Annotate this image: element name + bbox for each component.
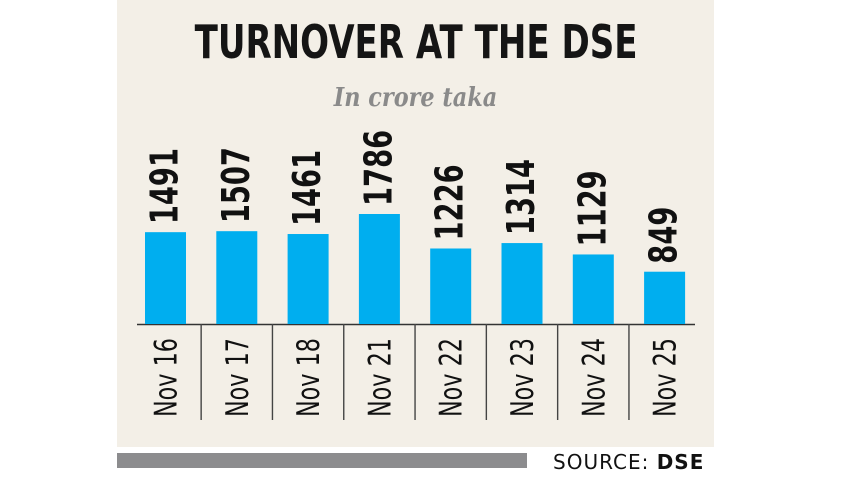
x-tick-label: Nov 24 (577, 338, 613, 417)
bar (145, 232, 186, 324)
data-label: 1507 (213, 147, 258, 223)
data-label: 849 (641, 207, 686, 264)
footer-bar (117, 453, 527, 468)
data-label: 1129 (570, 170, 615, 246)
chart-title: TURNOVER AT THE DSE (194, 15, 638, 69)
data-label: 1461 (285, 150, 330, 226)
data-label: 1314 (498, 159, 543, 235)
source-name: DSE (656, 450, 705, 474)
x-tick-label: Nov 23 (505, 338, 541, 417)
x-tick-label: Nov 21 (363, 338, 399, 417)
data-label: 1226 (427, 164, 472, 240)
bar (216, 231, 258, 324)
x-tick-label: Nov 16 (149, 338, 185, 417)
x-tick-label: Nov 22 (434, 338, 470, 417)
bar (572, 254, 614, 324)
x-tick-label: Nov 18 (292, 338, 328, 417)
data-label: 1491 (142, 148, 187, 224)
chart-subtitle: In crore taka (333, 83, 498, 113)
bar (358, 214, 400, 324)
bar (430, 248, 472, 324)
x-tick-label: Nov 25 (648, 338, 684, 417)
bar (501, 243, 543, 324)
bar (287, 234, 329, 324)
source-label: SOURCE: (553, 450, 650, 474)
data-label: 1786 (356, 130, 401, 206)
x-tick-label: Nov 17 (220, 338, 256, 417)
source-credit: SOURCE: DSE (553, 447, 704, 477)
bar (644, 271, 686, 324)
